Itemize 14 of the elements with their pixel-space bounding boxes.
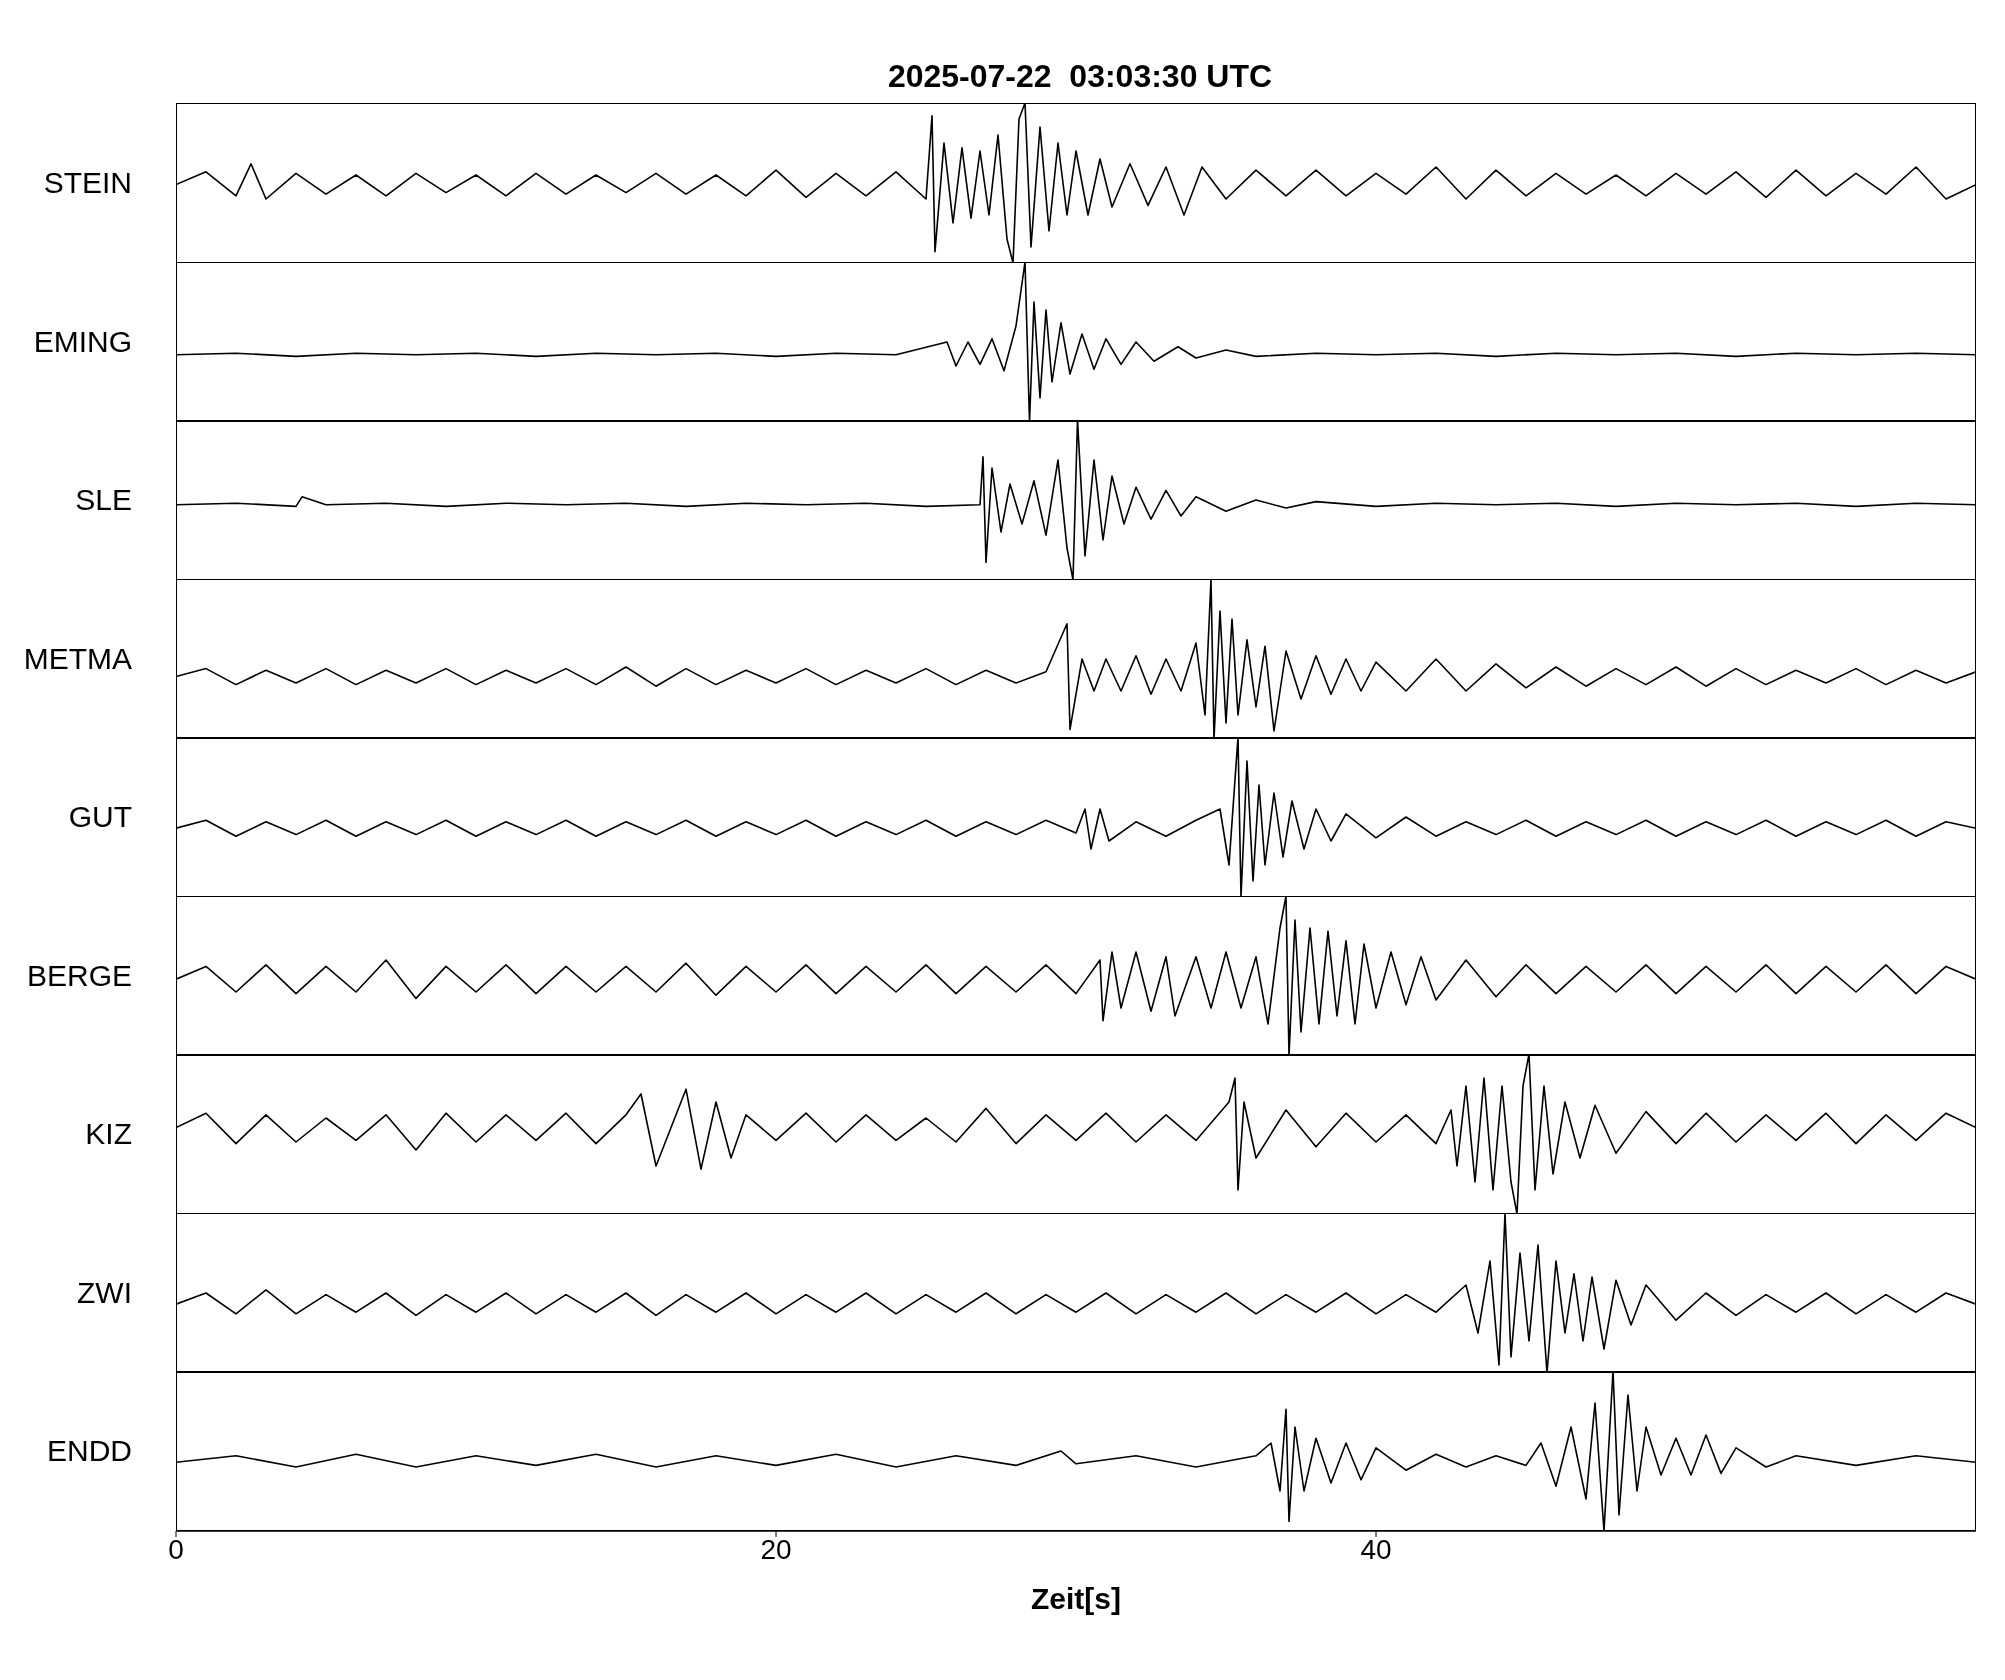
y-axis-title: KIZ: [84, 1116, 133, 1152]
x-axis-title: Zeit[s]: [1031, 1582, 1121, 1615]
y-axis-title: METMA: [22, 640, 133, 677]
y-axis-title: GUT: [67, 799, 133, 835]
y-axis-title: EMING: [32, 323, 133, 360]
x-tick-label: 40: [1360, 1533, 1392, 1565]
y-axis-title: ZWI: [76, 1274, 133, 1311]
y-axis-title: BERGE: [25, 957, 133, 994]
chart-title: 2025-07-22 03:03:30 UTC: [886, 58, 1274, 95]
x-tick-label: 20: [760, 1533, 792, 1565]
x-tick-label: 0: [168, 1533, 184, 1565]
y-axis-title: STEIN: [42, 165, 133, 201]
y-axis-title: ENDD: [46, 1433, 133, 1469]
y-axis-title: SLE: [74, 482, 133, 518]
